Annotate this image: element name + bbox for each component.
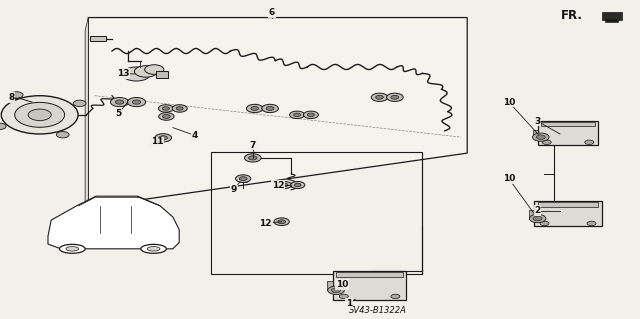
Polygon shape xyxy=(48,196,179,249)
Text: 13: 13 xyxy=(116,69,129,78)
Circle shape xyxy=(328,286,344,294)
Bar xyxy=(532,130,538,137)
Polygon shape xyxy=(85,18,88,220)
Circle shape xyxy=(587,221,596,226)
Circle shape xyxy=(540,221,549,226)
Circle shape xyxy=(244,154,261,162)
Bar xyxy=(211,152,422,274)
Circle shape xyxy=(249,156,257,160)
Circle shape xyxy=(1,96,78,134)
Circle shape xyxy=(294,113,301,116)
Circle shape xyxy=(585,140,594,145)
Circle shape xyxy=(0,123,6,130)
Circle shape xyxy=(290,111,305,119)
Circle shape xyxy=(391,95,399,99)
Text: SV43-B1322A: SV43-B1322A xyxy=(349,306,406,315)
Circle shape xyxy=(294,183,301,187)
Circle shape xyxy=(278,220,285,224)
Circle shape xyxy=(239,177,247,181)
Circle shape xyxy=(339,294,348,299)
Bar xyxy=(156,71,168,78)
Circle shape xyxy=(159,113,174,120)
Bar xyxy=(333,271,406,300)
Circle shape xyxy=(387,93,403,101)
Circle shape xyxy=(262,104,278,113)
Text: 6: 6 xyxy=(269,8,275,17)
Circle shape xyxy=(155,134,172,142)
Bar xyxy=(534,201,602,226)
Circle shape xyxy=(303,111,319,119)
Circle shape xyxy=(145,65,164,74)
Circle shape xyxy=(127,98,146,107)
Text: 2: 2 xyxy=(534,206,541,215)
Text: 10: 10 xyxy=(502,98,515,107)
Text: 1: 1 xyxy=(346,299,352,308)
Circle shape xyxy=(15,102,65,127)
Bar xyxy=(529,210,534,218)
Circle shape xyxy=(163,107,170,110)
Circle shape xyxy=(542,140,551,145)
Circle shape xyxy=(391,294,400,299)
Ellipse shape xyxy=(60,244,85,253)
Circle shape xyxy=(266,107,274,110)
Circle shape xyxy=(529,214,546,223)
Circle shape xyxy=(278,182,292,189)
Circle shape xyxy=(73,100,86,107)
Bar xyxy=(602,12,622,20)
Text: 4: 4 xyxy=(192,131,198,140)
Circle shape xyxy=(236,175,251,182)
Text: 9: 9 xyxy=(230,185,237,194)
Ellipse shape xyxy=(141,244,166,253)
Ellipse shape xyxy=(147,247,160,251)
Circle shape xyxy=(163,115,170,118)
Circle shape xyxy=(251,107,259,110)
Circle shape xyxy=(307,113,314,116)
Polygon shape xyxy=(88,18,467,207)
Bar xyxy=(327,281,333,290)
Text: 8: 8 xyxy=(8,93,15,102)
Bar xyxy=(538,121,598,145)
Circle shape xyxy=(56,131,69,138)
Bar xyxy=(541,122,595,126)
Circle shape xyxy=(10,92,23,98)
Bar xyxy=(538,202,598,207)
Circle shape xyxy=(159,105,173,112)
Bar xyxy=(90,36,106,41)
Text: 7: 7 xyxy=(250,141,256,150)
Text: 5: 5 xyxy=(115,109,122,118)
Circle shape xyxy=(536,135,545,139)
Circle shape xyxy=(533,216,542,221)
Text: 10: 10 xyxy=(502,174,515,183)
Circle shape xyxy=(282,183,288,187)
Circle shape xyxy=(122,67,150,81)
Circle shape xyxy=(159,136,168,140)
Circle shape xyxy=(291,182,305,189)
Circle shape xyxy=(274,218,289,226)
Bar xyxy=(337,272,403,278)
Circle shape xyxy=(246,104,263,113)
Circle shape xyxy=(176,107,183,110)
Ellipse shape xyxy=(66,247,79,251)
Text: FR.: FR. xyxy=(561,9,582,22)
Text: 12: 12 xyxy=(259,219,272,228)
Text: 10: 10 xyxy=(336,280,349,289)
Circle shape xyxy=(132,100,141,104)
Circle shape xyxy=(111,98,129,107)
Text: 12: 12 xyxy=(272,181,285,189)
Circle shape xyxy=(371,93,388,101)
Circle shape xyxy=(28,109,51,121)
Text: 11: 11 xyxy=(150,137,163,146)
Text: 3: 3 xyxy=(534,117,541,126)
Circle shape xyxy=(332,288,340,293)
Circle shape xyxy=(134,66,157,77)
Bar xyxy=(605,19,618,22)
Circle shape xyxy=(172,105,187,112)
Circle shape xyxy=(532,133,549,141)
Circle shape xyxy=(115,100,124,104)
Circle shape xyxy=(376,95,383,99)
